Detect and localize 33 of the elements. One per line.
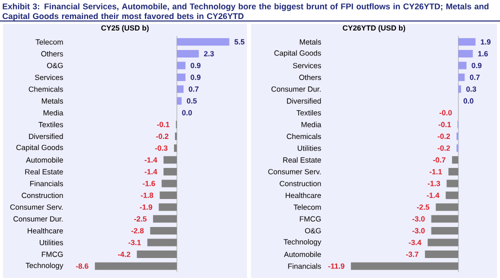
bar — [458, 38, 476, 46]
bar — [160, 192, 177, 200]
bar — [458, 74, 465, 82]
bar — [136, 250, 177, 258]
bar — [176, 74, 186, 82]
bar — [147, 238, 177, 246]
bar — [158, 203, 177, 211]
bar — [446, 180, 458, 188]
chart-title: Exhibit 3: Financial Services, Automobile, and Technology bore the biggest brunt of FPI outflows in CY26YTD; Metals and Capital Goods remained their most favored bets in CY26YTD — [2, 3, 488, 21]
bar — [436, 203, 458, 211]
bar — [458, 85, 462, 93]
bar — [350, 262, 458, 270]
bar — [452, 156, 458, 164]
bar — [458, 50, 473, 58]
bar — [176, 85, 184, 93]
bar — [94, 262, 177, 270]
bar — [153, 215, 177, 223]
bar — [431, 226, 458, 234]
bar — [164, 156, 177, 164]
bar — [176, 97, 182, 105]
bar — [174, 144, 177, 152]
bar — [424, 250, 458, 258]
bar — [431, 215, 458, 223]
bar — [176, 38, 230, 46]
bar — [458, 62, 466, 70]
bar — [150, 226, 177, 234]
bar — [446, 192, 458, 200]
bar — [162, 180, 177, 188]
bar — [176, 62, 186, 70]
bar — [448, 168, 458, 176]
bar — [176, 50, 199, 58]
bar — [164, 168, 177, 176]
bar — [428, 238, 458, 246]
